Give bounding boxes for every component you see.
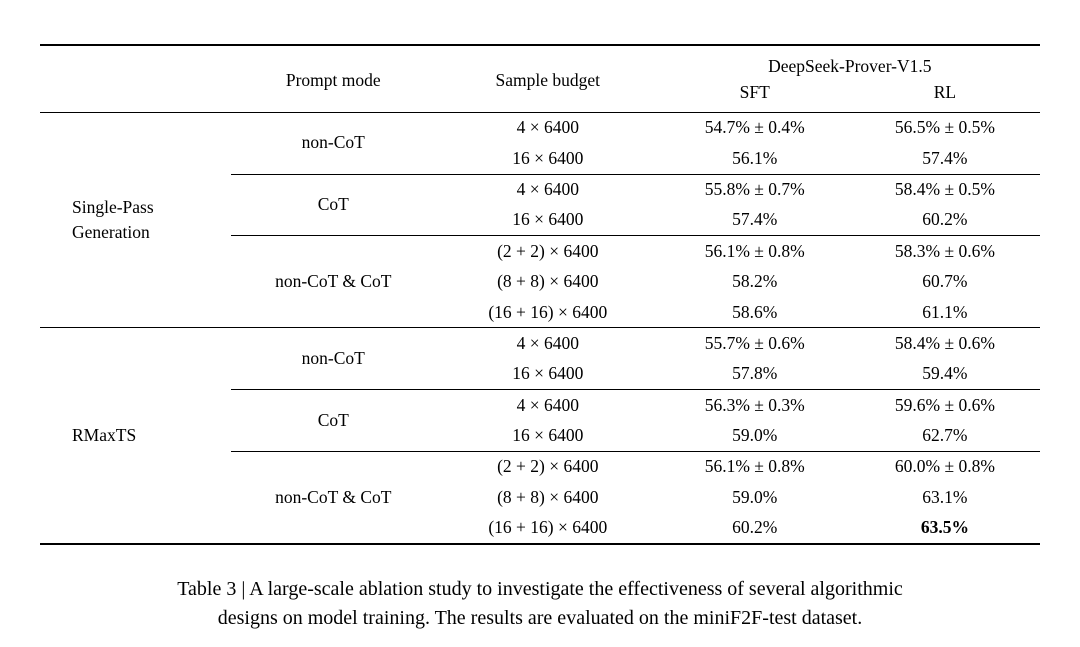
sample-budget-cell: 4 × 6400 — [516, 332, 579, 353]
ablation-results-table: Prompt mode Sample budget DeepSeek-Prove… — [40, 44, 1040, 545]
method-cell: RMaxTS — [72, 425, 137, 445]
sft-value: 55.8% ± 0.7% — [704, 179, 805, 199]
sft-value: 60.2% — [732, 517, 778, 538]
sample-budget-cell: (2 + 2) × 6400 — [497, 240, 599, 261]
sample-budget-cell: 16 × 6400 — [435, 204, 660, 237]
sample-budget-cell: 4 × 6400 — [516, 179, 579, 199]
rl-value: 58.4% ± 0.5% — [894, 179, 995, 199]
table-row: 16 × 6400 57.8% 59.4% — [40, 358, 1040, 391]
table-body: Single-Pass Generation non-CoT 4 × 6400 … — [40, 112, 1040, 544]
rl-value: 57.4% — [849, 143, 1040, 175]
header-row-sub: SFT RL — [40, 80, 1040, 113]
sft-value: 56.1% ± 0.8% — [704, 240, 805, 261]
sample-budget-cell: (2 + 2) × 6400 — [497, 456, 599, 477]
table-row: CoT 4 × 6400 56.3% ± 0.3% 59.6% ± 0.6% — [40, 389, 1040, 452]
sft-value: 58.6% — [659, 297, 850, 329]
sft-value: 57.8% — [659, 358, 850, 391]
rl-value: 60.7% — [922, 271, 968, 292]
table-row: 16 × 6400 59.0% 62.7% — [40, 420, 1040, 452]
sft-value: 56.1% ± 0.8% — [704, 456, 805, 477]
table-header: Prompt mode Sample budget DeepSeek-Prove… — [40, 45, 1040, 113]
rl-value: 60.2% — [849, 204, 1040, 237]
rl-value: 61.1% — [849, 297, 1040, 329]
table-row: (16 + 16) × 6400 60.2% 63.5% — [40, 513, 1040, 544]
sft-value: 56.1% — [659, 143, 850, 175]
table-row: RMaxTS non-CoT 4 × 6400 55.7% ± 0.6% 58.… — [40, 327, 1040, 445]
sample-budget-cell: (16 + 16) × 6400 — [488, 517, 608, 538]
sample-budget-cell: 16 × 6400 — [435, 420, 660, 452]
sample-budget-cell: 4 × 6400 — [516, 117, 579, 138]
rl-value: 59.6% ± 0.6% — [894, 394, 995, 415]
header-prompt-mode: Prompt mode — [230, 45, 436, 113]
rl-value: 59.4% — [849, 358, 1040, 391]
header-row-top: Prompt mode Sample budget DeepSeek-Prove… — [40, 45, 1040, 113]
rl-value: 58.4% ± 0.6% — [894, 332, 995, 353]
sft-value: 59.0% — [732, 486, 778, 507]
prompt-mode-cell: CoT — [230, 389, 436, 452]
rl-value: 56.5% ± 0.5% — [894, 117, 995, 138]
sample-budget-cell: 16 × 6400 — [435, 143, 660, 175]
caption-line-1: Table 3 | A large-scale ablation study t… — [177, 578, 903, 600]
table-row: (8 + 8) × 6400 59.0% 63.1% — [40, 482, 1040, 512]
sft-value: 59.0% — [659, 420, 850, 452]
sft-value: 54.7% ± 0.4% — [704, 117, 805, 138]
sample-budget-cell: (16 + 16) × 6400 — [435, 297, 660, 329]
sample-budget-cell: (8 + 8) × 6400 — [497, 486, 599, 507]
rl-value: 62.7% — [849, 420, 1040, 452]
sft-value: 58.2% — [732, 271, 778, 292]
sft-value: 57.4% — [659, 204, 850, 237]
method-cell: Single-Pass Generation — [40, 112, 231, 329]
table-row: (8 + 8) × 6400 58.2% 60.7% — [40, 267, 1040, 297]
header-rl: RL — [849, 80, 1040, 113]
table-row: Single-Pass Generation non-CoT 4 × 6400 … — [40, 112, 1040, 329]
table-row: CoT 4 × 6400 55.8% ± 0.7% 58.4% ± 0.5% — [40, 174, 1040, 237]
table-row: (16 + 16) × 6400 58.6% 61.1% — [40, 297, 1040, 329]
table-row: 16 × 6400 56.1% 57.4% — [40, 143, 1040, 175]
sample-budget-cell: (8 + 8) × 6400 — [497, 271, 599, 292]
sft-value: 55.7% ± 0.6% — [704, 332, 805, 353]
header-sft: SFT — [659, 80, 850, 113]
sample-budget-cell: 16 × 6400 — [435, 358, 660, 391]
prompt-mode-cell: non-CoT — [230, 327, 436, 391]
prompt-mode-cell: CoT — [230, 174, 436, 237]
sft-value: 56.3% ± 0.3% — [704, 394, 805, 415]
table-row: non-CoT & CoT (2 + 2) × 6400 56.1% ± 0.8… — [40, 235, 1040, 329]
header-method-empty — [40, 45, 231, 113]
paper-page: Prompt mode Sample budget DeepSeek-Prove… — [40, 44, 1040, 633]
header-sample-budget: Sample budget — [435, 45, 660, 113]
rl-value: 63.1% — [922, 486, 968, 507]
rl-value-best: 63.5% — [920, 517, 969, 538]
caption-line-2: designs on model training. The results a… — [217, 607, 863, 629]
table-caption: Table 3 | A large-scale ablation study t… — [40, 575, 1040, 633]
table-row: 16 × 6400 57.4% 60.2% — [40, 204, 1040, 237]
header-model-group: DeepSeek-Prover-V1.5 — [768, 56, 932, 76]
rl-value: 60.0% ± 0.8% — [894, 456, 995, 477]
table-row: non-CoT & CoT (2 + 2) × 6400 56.1% ± 0.8… — [40, 451, 1040, 506]
sample-budget-cell: 4 × 6400 — [516, 394, 579, 415]
rl-value: 58.3% ± 0.6% — [894, 240, 995, 261]
prompt-mode-cell: non-CoT & CoT — [230, 235, 436, 329]
prompt-mode-cell: non-CoT — [230, 112, 436, 175]
prompt-mode-cell: non-CoT & CoT — [275, 486, 392, 507]
